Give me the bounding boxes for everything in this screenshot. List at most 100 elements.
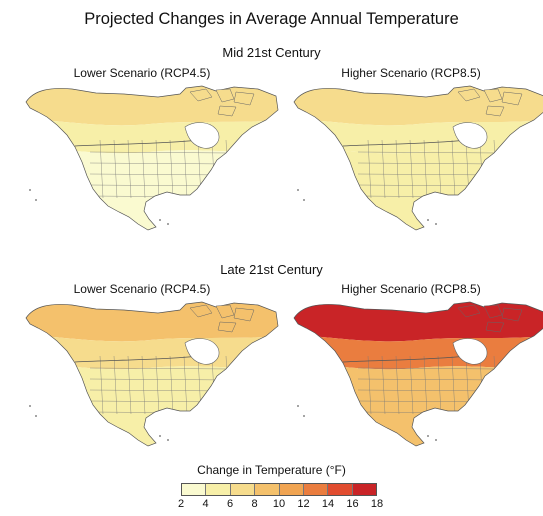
map-mid-higher [293, 85, 543, 231]
state-boundary-line [89, 367, 231, 370]
us-zone-fill [26, 146, 278, 230]
coastline [293, 301, 543, 447]
state-boundary-line [451, 355, 456, 415]
hudson-bay [184, 122, 220, 149]
legend-tick-4: 4 [202, 498, 209, 510]
state-boundary-line [141, 355, 146, 415]
state-boundary-line [99, 355, 104, 415]
legend-swatch-8 [255, 484, 280, 495]
state-boundary-line [89, 151, 231, 154]
arctic-island-3 [233, 91, 255, 106]
map-late-lower [25, 301, 279, 447]
state-boundary-line [357, 162, 499, 165]
arctic-island-4 [485, 105, 505, 117]
hudson-bay [452, 338, 488, 365]
state-boundary-line [89, 389, 231, 392]
state-boundary-line [395, 139, 400, 199]
small-island-2 [303, 415, 305, 417]
legend-swatch-16 [352, 484, 376, 495]
mid-century-title: Mid 21st Century [222, 45, 321, 60]
legend-tick-10: 10 [272, 498, 286, 510]
arctic-island-4 [485, 321, 505, 333]
coastline [25, 301, 279, 447]
state-boundary-line [357, 151, 499, 154]
legend-tick-16: 16 [346, 498, 359, 510]
small-island-1 [29, 189, 31, 191]
state-boundary-line [437, 139, 442, 199]
arctic-island-3 [233, 307, 255, 322]
coastline [25, 85, 279, 231]
us-zone-fill [294, 362, 543, 446]
small-island-2 [35, 199, 37, 201]
legend-tick-8: 8 [251, 498, 258, 510]
state-boundary-line [395, 355, 400, 415]
state-boundary-line [409, 355, 414, 415]
small-island-3 [427, 219, 429, 221]
small-island-4 [167, 223, 169, 225]
state-boundary-line [367, 139, 372, 199]
hudson-bay [184, 338, 220, 365]
small-island-4 [435, 223, 437, 225]
state-boundary-line [423, 355, 428, 415]
state-boundary-line [89, 173, 231, 176]
state-boundary-line [357, 367, 499, 370]
map-late-higher [293, 301, 543, 447]
small-island-1 [297, 405, 299, 407]
arctic-island-1 [457, 88, 481, 102]
small-island-3 [159, 435, 161, 437]
state-boundary-line [89, 162, 231, 165]
small-island-1 [29, 405, 31, 407]
state-boundary-line [357, 173, 499, 176]
hudson-bay [452, 122, 488, 149]
arctic-island-2 [483, 304, 503, 319]
arctic-island-3 [501, 91, 523, 106]
small-island-4 [435, 439, 437, 441]
state-boundary-line [169, 355, 174, 415]
arctic-island-4 [217, 105, 237, 117]
legend-title: Change in Temperature (°F) [197, 463, 346, 477]
panel-title-mid-lower: Lower Scenario (RCP4.5) [73, 66, 211, 80]
coastline [293, 85, 543, 231]
state-boundary-line [357, 389, 499, 392]
legend-swatch-4 [206, 484, 231, 495]
small-island-1 [297, 189, 299, 191]
arctic-island-2 [483, 88, 503, 103]
arctic-island-1 [189, 304, 213, 318]
legend-tick-12: 12 [297, 498, 310, 510]
state-boundary-line [141, 139, 146, 199]
state-boundary-line [357, 378, 499, 381]
state-boundary-line [183, 139, 188, 199]
late-century-title: Late 21st Century [220, 262, 323, 277]
legend-tick-14: 14 [321, 498, 335, 510]
us-zone-fill [26, 362, 278, 446]
state-boundary-line [155, 139, 160, 199]
legend-swatch-2 [182, 484, 207, 495]
state-boundary-line [169, 139, 174, 199]
arctic-island-4 [217, 321, 237, 333]
arctic-island-1 [189, 88, 213, 102]
state-boundary-line [409, 139, 414, 199]
state-boundary-line [99, 139, 104, 199]
state-boundary-line [113, 139, 118, 199]
legend-swatch-12 [303, 484, 329, 495]
small-island-4 [167, 439, 169, 441]
map-mid-lower [25, 85, 279, 231]
arctic-island-1 [457, 304, 481, 318]
state-boundary-line [155, 355, 160, 415]
state-boundary-line [381, 139, 386, 199]
state-boundary-line [127, 355, 132, 415]
state-boundary-line [451, 139, 456, 199]
small-island-2 [303, 199, 305, 201]
state-boundary-line [437, 355, 442, 415]
panel-title-late-higher: Higher Scenario (RCP8.5) [341, 282, 481, 296]
legend-color-bar [181, 483, 377, 496]
state-boundary-line [423, 139, 428, 199]
small-island-2 [35, 415, 37, 417]
legend-swatch-14 [328, 484, 353, 495]
arctic-island-3 [501, 307, 523, 322]
state-boundary-line [127, 139, 132, 199]
figure-title: Projected Changes in Average Annual Temp… [84, 10, 459, 28]
state-boundary-line [113, 355, 118, 415]
legend-swatch-6 [230, 484, 256, 495]
